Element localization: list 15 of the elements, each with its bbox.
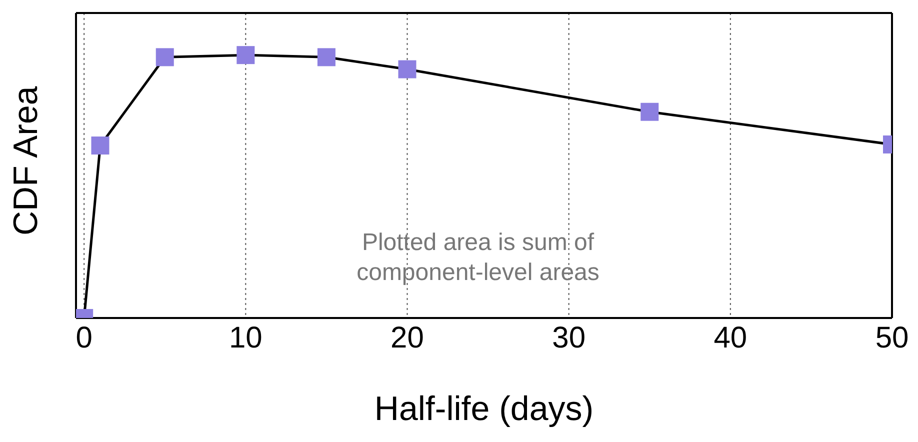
annotation: Plotted area is sum of component-level areas xyxy=(356,228,600,288)
point xyxy=(236,46,255,64)
y-axis-title: CDF Area xyxy=(7,86,46,236)
x-tick-label: 40 xyxy=(714,321,748,354)
point xyxy=(156,48,174,66)
x-axis-title: Half-life (days) xyxy=(374,390,594,428)
x-tick-label: 50 xyxy=(875,321,909,354)
x-tick-label: 0 xyxy=(76,321,92,354)
x-tick-label: 30 xyxy=(552,321,586,354)
x-tick-label: 10 xyxy=(228,321,262,354)
point xyxy=(640,102,659,121)
point xyxy=(398,60,416,78)
x-tick-label: 20 xyxy=(390,321,424,354)
point xyxy=(317,48,336,66)
point xyxy=(91,136,110,155)
